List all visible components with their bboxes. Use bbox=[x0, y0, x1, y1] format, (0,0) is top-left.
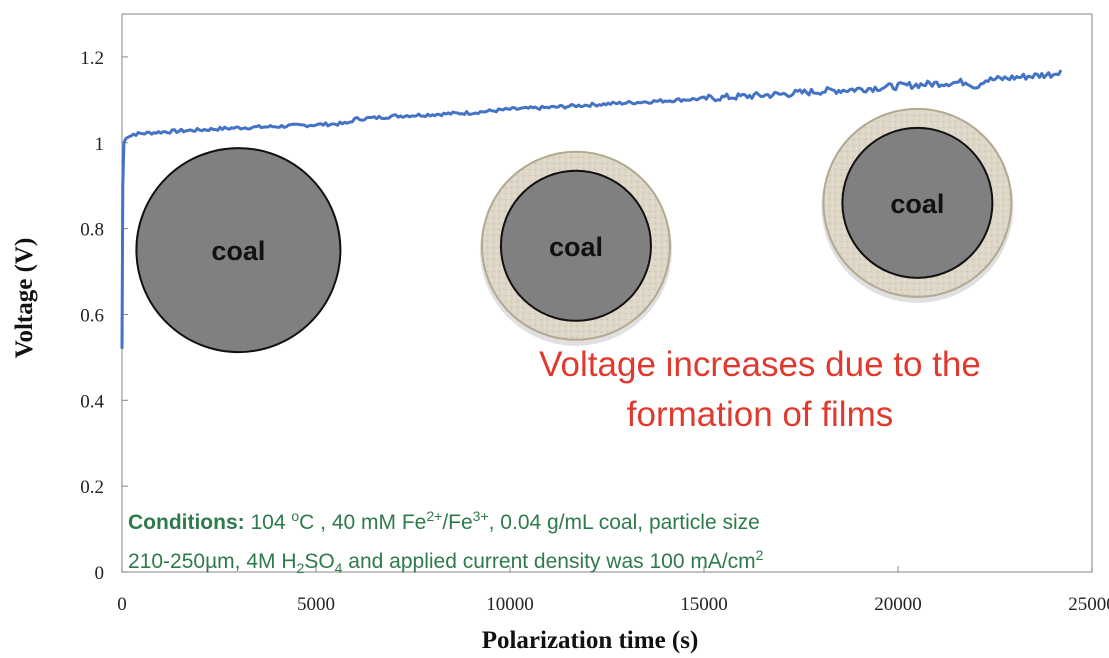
cond-temp: 104 bbox=[250, 511, 292, 534]
coal-particle: coal bbox=[135, 147, 342, 354]
x-axis-title: Polarization time (s) bbox=[482, 627, 699, 654]
y-tick-label: 0.6 bbox=[80, 305, 104, 326]
x-tick-label: 20000 bbox=[874, 594, 922, 615]
y-tick-label: 0.4 bbox=[80, 391, 104, 412]
cond-fe: C , 40 mM Fe bbox=[299, 511, 427, 534]
cond-so: SO bbox=[304, 550, 335, 573]
annotation-line-1: Voltage increases due to the bbox=[539, 345, 981, 384]
cond-so4-sub: 4 bbox=[334, 560, 343, 577]
cond-h2-sub: 2 bbox=[296, 560, 305, 577]
y-axis-title: Voltage (V) bbox=[11, 238, 38, 359]
coal-particles: coal coal coal bbox=[135, 107, 1014, 354]
y-tick-label: 0.8 bbox=[80, 220, 104, 241]
voltage-series bbox=[120, 69, 1063, 349]
coal-label: coal bbox=[549, 232, 603, 262]
y-tick-label: 1 bbox=[95, 134, 105, 155]
x-tick-label: 15000 bbox=[680, 594, 728, 615]
cond-current: and applied current density was 100 mA/c… bbox=[342, 550, 756, 573]
x-tick-label: 5000 bbox=[297, 594, 335, 615]
cond-degree: o bbox=[291, 508, 300, 524]
x-tick-label: 25000 bbox=[1068, 594, 1109, 615]
film-annotation: Voltage increases due to the formation o… bbox=[440, 340, 1080, 440]
coal-label: coal bbox=[211, 236, 265, 266]
cond-coal: , 0.04 g/mL coal, particle size bbox=[488, 511, 760, 534]
coal-core bbox=[135, 147, 342, 354]
voltage-line bbox=[120, 69, 1063, 349]
x-tick-label: 0 bbox=[117, 594, 127, 615]
conditions-line-2: 210-250µm, 4M H2SO4 and applied current … bbox=[128, 539, 1028, 585]
conditions-line-1: Conditions: 104 oC , 40 mM Fe2+/Fe3+, 0.… bbox=[128, 500, 1028, 539]
cond-fe3-charge: 3+ bbox=[472, 508, 489, 524]
y-axis-ticks: 0 0.2 0.4 0.6 0.8 1 1.2 bbox=[80, 48, 128, 584]
conditions-label: Conditions: bbox=[128, 511, 245, 534]
coal-label: coal bbox=[890, 189, 944, 219]
x-axis-ticks: 0 5000 10000 15000 20000 25000 bbox=[117, 566, 1109, 615]
cond-fe-slash: /Fe bbox=[442, 511, 473, 534]
coal-particle: coal bbox=[821, 107, 1014, 303]
y-tick-label: 0 bbox=[95, 563, 105, 584]
y-tick-label: 1.2 bbox=[80, 48, 104, 69]
annotation-line-2: formation of films bbox=[626, 395, 894, 434]
conditions-note: Conditions: 104 oC , 40 mM Fe2+/Fe3+, 0.… bbox=[128, 500, 1028, 585]
cond-size: 210-250µm, 4M H bbox=[128, 550, 297, 573]
coal-core bbox=[841, 126, 994, 279]
x-tick-label: 10000 bbox=[486, 594, 534, 615]
cond-cm2-sup: 2 bbox=[755, 547, 764, 563]
cond-fe2-charge: 2+ bbox=[426, 508, 443, 524]
coal-core bbox=[499, 169, 652, 322]
y-tick-label: 0.2 bbox=[80, 477, 104, 498]
coal-particle: coal bbox=[479, 150, 672, 346]
